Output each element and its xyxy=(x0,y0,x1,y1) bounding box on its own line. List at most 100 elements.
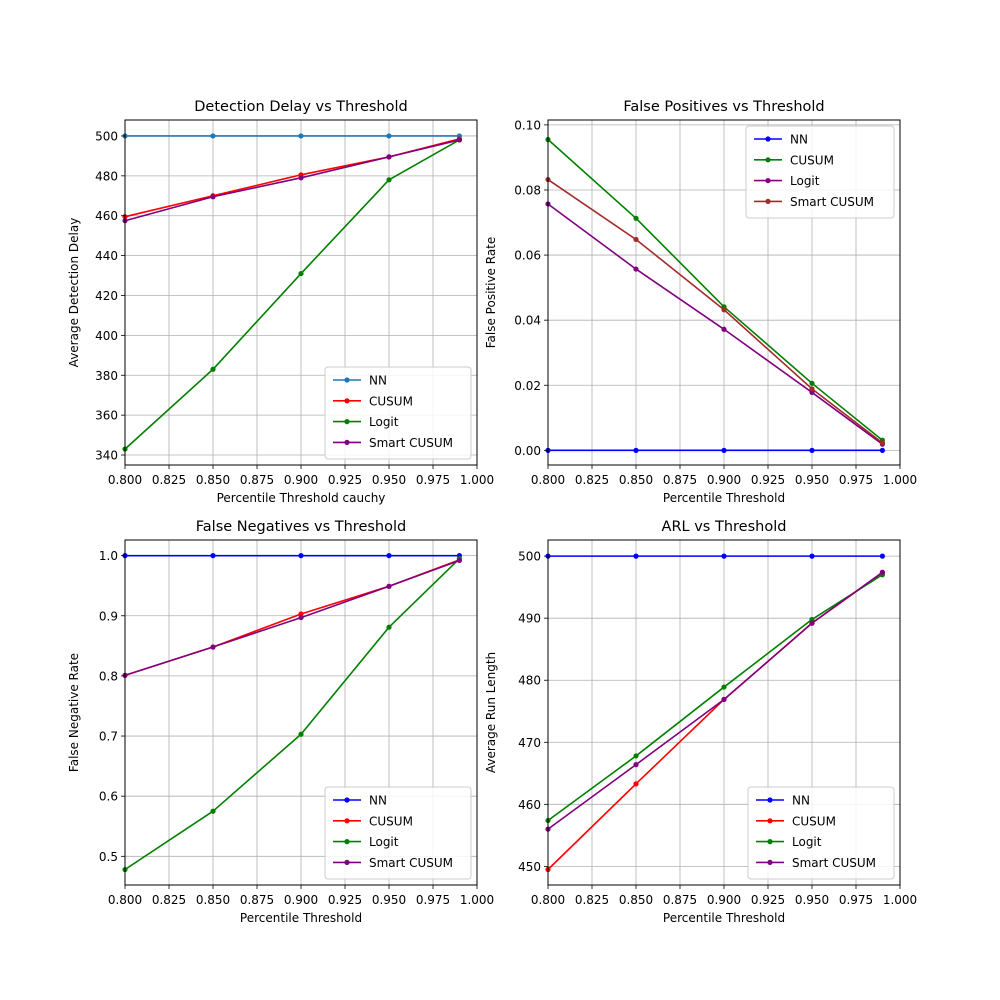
data-point xyxy=(210,366,216,372)
legend-marker xyxy=(344,818,350,824)
data-point xyxy=(879,440,886,446)
legend-marker xyxy=(765,198,771,204)
legend-marker xyxy=(344,377,350,383)
x-tick-label: 0.950 xyxy=(795,893,829,907)
y-tick-label: 360 xyxy=(95,409,118,423)
data-point xyxy=(386,133,392,139)
legend-entry-label: NN xyxy=(369,794,387,808)
y-tick-label: 0.08 xyxy=(514,183,541,197)
chart-panel-4: 0.800 0.825 0.850 0.875 0.900 0.925 0.950 0.975… xyxy=(484,519,917,925)
y-tick-label: 0.9 xyxy=(99,609,118,623)
y-tick-label: 460 xyxy=(518,798,541,812)
chart-panel-2: 0.800 0.825 0.850 0.875 0.900 0.925 0.950 0.975… xyxy=(484,99,917,505)
chart-panel-3: 0.800 0.825 0.850 0.875 0.900 0.925 0.950 0.975… xyxy=(67,519,494,925)
data-point xyxy=(721,696,727,703)
legend-entry-label: Logit xyxy=(369,835,399,849)
data-point xyxy=(721,307,727,313)
data-point xyxy=(721,447,727,453)
y-tick-label: 470 xyxy=(518,736,541,750)
legend-entry-label: Logit xyxy=(790,174,820,188)
x-tick-label: 0.875 xyxy=(240,473,274,487)
x-tick-label: 0.925 xyxy=(751,473,785,487)
chart-panel-1: 0.800 0.825 0.850 0.875 0.900 0.925 0.950 0.975… xyxy=(67,99,494,505)
x-tick-label: 0.875 xyxy=(663,473,697,487)
y-tick-label: 400 xyxy=(95,329,118,343)
x-tick-label: 0.900 xyxy=(707,893,741,907)
y-tick-label: 1.0 xyxy=(99,549,118,563)
data-point xyxy=(298,731,304,737)
x-tick-label: 0.900 xyxy=(284,893,318,907)
x-axis-label: Percentile Threshold xyxy=(663,491,785,505)
data-point xyxy=(633,236,639,243)
x-tick-label: 0.825 xyxy=(152,473,186,487)
legend-entry-label: Smart CUSUM xyxy=(369,436,453,450)
legend-box xyxy=(324,786,472,880)
data-point xyxy=(721,326,727,332)
y-tick-label: 0.02 xyxy=(514,379,541,393)
x-tick-label: 0.800 xyxy=(108,473,142,487)
chart-title: Detection Delay vs Threshold xyxy=(194,99,407,115)
x-axis-label: Percentile Threshold xyxy=(663,911,785,925)
y-axis-label: Average Detection Delay xyxy=(67,218,81,368)
y-tick-label: 0.7 xyxy=(99,730,118,744)
legend-marker xyxy=(344,398,350,404)
x-tick-label: 0.800 xyxy=(531,473,565,487)
legend-box xyxy=(747,786,895,880)
y-tick-label: 480 xyxy=(518,674,541,688)
data-point xyxy=(386,583,392,589)
y-axis-label: False Negative Rate xyxy=(67,653,81,772)
x-tick-label: 0.850 xyxy=(196,473,230,487)
y-tick-label: 0.04 xyxy=(514,314,541,328)
x-tick-label: 0.950 xyxy=(372,473,406,487)
x-tick-label: 1.000 xyxy=(460,893,494,907)
data-point xyxy=(879,569,886,575)
x-tick-label: 0.925 xyxy=(328,473,362,487)
data-point xyxy=(386,553,392,559)
legend-entry-label: Smart CUSUM xyxy=(369,856,453,870)
data-point xyxy=(633,781,639,787)
legend-entry-label: Smart CUSUM xyxy=(790,195,874,209)
data-point xyxy=(386,624,392,630)
legend-marker xyxy=(767,859,773,866)
data-point xyxy=(210,808,216,814)
legend: NN CUSUM Logit Smart CUSUM xyxy=(745,125,895,219)
x-tick-label: 0.900 xyxy=(284,473,318,487)
x-tick-label: 0.975 xyxy=(416,473,450,487)
data-point xyxy=(210,553,216,559)
data-point xyxy=(809,386,815,392)
data-point xyxy=(298,614,304,621)
data-point xyxy=(809,616,815,623)
legend-entry-label: CUSUM xyxy=(792,814,836,828)
data-point xyxy=(879,553,886,559)
x-tick-label: 0.925 xyxy=(751,893,785,907)
x-tick-label: 0.925 xyxy=(328,893,362,907)
x-axis-label: Percentile Threshold xyxy=(240,911,362,925)
data-point xyxy=(298,133,304,139)
legend: NN CUSUM Logit Smart CUSUM xyxy=(324,366,472,460)
x-tick-label: 1.000 xyxy=(460,473,494,487)
data-point xyxy=(210,133,216,139)
data-point xyxy=(386,154,392,160)
x-tick-label: 0.800 xyxy=(108,893,142,907)
chart-title: ARL vs Threshold xyxy=(662,519,787,535)
legend-entry-label: CUSUM xyxy=(369,394,413,408)
legend-marker xyxy=(765,157,771,163)
legend-entry-label: CUSUM xyxy=(790,153,834,167)
data-point xyxy=(298,175,304,181)
data-point xyxy=(386,177,392,183)
legend: NN CUSUM Logit Smart CUSUM xyxy=(324,786,472,880)
legend-entry-label: NN xyxy=(792,794,810,808)
y-tick-label: 420 xyxy=(95,289,118,303)
y-tick-label: 490 xyxy=(518,612,541,626)
x-tick-label: 0.975 xyxy=(416,893,450,907)
data-point xyxy=(809,553,815,559)
y-tick-label: 450 xyxy=(518,860,541,874)
legend-marker xyxy=(344,439,350,445)
data-point xyxy=(633,266,639,272)
y-tick-label: 0.06 xyxy=(514,249,541,263)
data-point xyxy=(633,447,639,453)
data-point xyxy=(721,684,727,690)
data-point xyxy=(633,762,639,768)
legend-box xyxy=(324,366,472,460)
